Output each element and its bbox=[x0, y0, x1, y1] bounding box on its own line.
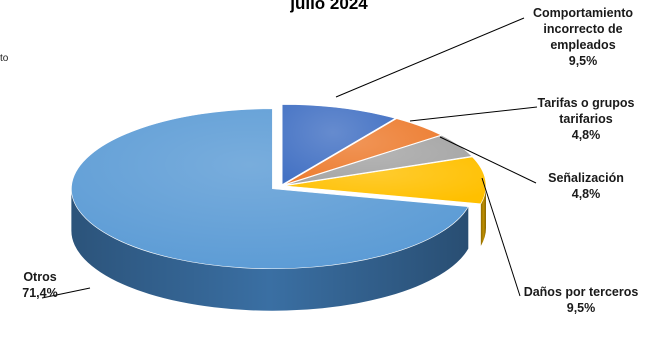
slice-value-label: 4,8% bbox=[572, 187, 601, 201]
slice-value-label: 9,5% bbox=[567, 301, 596, 315]
pie-slice-shine bbox=[282, 104, 396, 185]
title-fragment: to bbox=[0, 53, 9, 64]
slice-value-label: 4,8% bbox=[572, 128, 601, 142]
slice-value-label: 71,4% bbox=[22, 286, 57, 300]
leader-line bbox=[439, 136, 537, 184]
pie-slice-shine bbox=[284, 156, 486, 204]
slice-category-label: Otros bbox=[23, 270, 56, 284]
slice-category-label: Daños por terceros bbox=[524, 285, 639, 299]
slice-category-label: Tarifas o grupos bbox=[537, 96, 634, 110]
slice-value-label: 9,5% bbox=[569, 54, 598, 68]
slice-category-label: Señalización bbox=[548, 171, 624, 185]
slice-category-label: empleados bbox=[550, 38, 615, 52]
pie-slice-shine bbox=[284, 135, 472, 186]
leader-line bbox=[481, 177, 521, 297]
slice-category-label: incorrecto de bbox=[543, 22, 622, 36]
leader-line bbox=[409, 106, 538, 122]
chart-title: julio 2024 bbox=[289, 0, 368, 13]
pie-slice-side-shade bbox=[480, 185, 486, 246]
slice-category-label: Comportamiento bbox=[533, 6, 633, 20]
pie-slice-shine bbox=[71, 108, 469, 269]
pie-slice-shine bbox=[283, 118, 441, 185]
slice-category-label: tarifarios bbox=[559, 112, 613, 126]
leader-line bbox=[335, 17, 525, 98]
leader-line bbox=[41, 287, 91, 299]
pie-slice-side-shade bbox=[71, 188, 469, 311]
